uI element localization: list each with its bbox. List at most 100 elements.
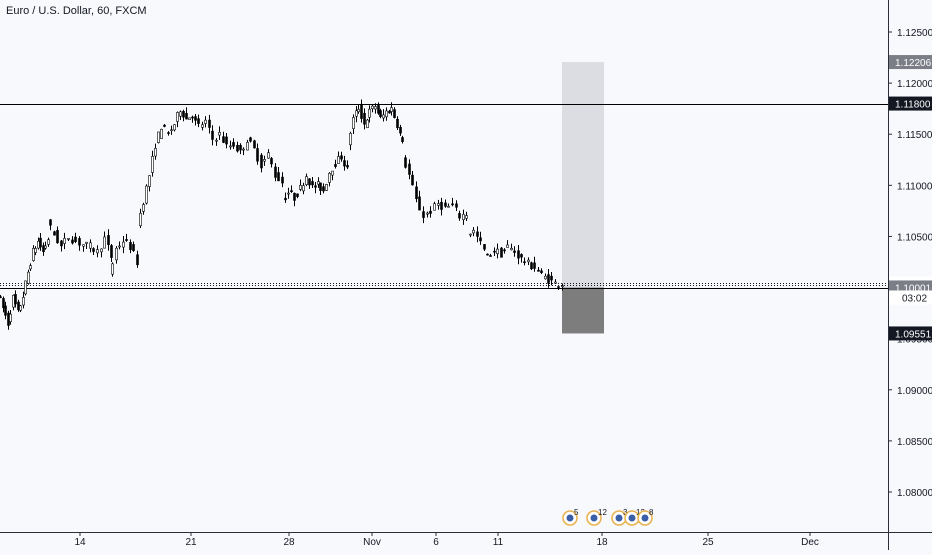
- candle-body: [160, 128, 163, 139]
- candle-body: [167, 132, 170, 134]
- candle-body: [437, 203, 440, 206]
- candle-body: [107, 235, 110, 246]
- candle-body: [191, 116, 194, 119]
- stop-zone[interactable]: [562, 287, 604, 334]
- candle-body: [496, 248, 499, 255]
- candle-body: [547, 274, 550, 284]
- candle-body: [561, 285, 564, 288]
- candle-body: [379, 110, 382, 117]
- price-label: 1.10001: [895, 283, 932, 294]
- flag-emblem: [641, 514, 649, 522]
- candle-body: [458, 213, 461, 219]
- candle-body: [49, 219, 52, 226]
- candle-body: [39, 237, 42, 248]
- candle-body: [334, 164, 337, 167]
- y-tick-label: 1.12000: [897, 79, 932, 90]
- candle-body: [455, 203, 458, 208]
- candle-body: [67, 237, 70, 240]
- y-tick-label: 1.11000: [897, 181, 932, 192]
- candle-body: [29, 265, 32, 270]
- candle-body: [256, 148, 259, 162]
- chart-title: Euro / U.S. Dollar, 60, FXCM: [6, 5, 147, 17]
- candle-body: [194, 116, 197, 121]
- candle-body: [9, 313, 12, 323]
- candle-body: [527, 259, 530, 263]
- candle-body: [418, 196, 421, 211]
- candle-body: [89, 242, 92, 249]
- candle-body: [337, 156, 340, 164]
- candle-body: [355, 110, 358, 117]
- candle-body: [12, 294, 15, 308]
- candle-body: [377, 105, 380, 114]
- candle-body: [451, 203, 454, 206]
- price-label-bg: [889, 326, 932, 341]
- candle-body: [479, 237, 482, 242]
- candle-body: [382, 114, 385, 119]
- candle-body: [201, 124, 204, 128]
- candle-body: [360, 104, 363, 119]
- countdown-bg: [889, 290, 932, 305]
- candle-body: [331, 170, 334, 176]
- candle-body: [393, 109, 396, 118]
- candle-body: [185, 113, 188, 120]
- candle-body: [218, 131, 221, 136]
- x-tick-label: Dec: [801, 537, 819, 548]
- candle-body: [343, 160, 346, 167]
- candle-body: [533, 262, 536, 269]
- x-tick-label: 6: [433, 537, 439, 548]
- candle-body: [363, 112, 366, 125]
- candle-body: [236, 145, 239, 152]
- candle-body: [225, 136, 228, 145]
- price-label-bg: [889, 55, 932, 70]
- candle-body: [465, 215, 468, 219]
- candle-body: [85, 241, 88, 244]
- candle-body: [469, 233, 472, 236]
- x-tick-label: 28: [283, 537, 295, 548]
- candle-body: [366, 119, 369, 129]
- candle-body: [4, 305, 7, 316]
- candle-body: [22, 297, 25, 306]
- candle-body: [148, 175, 151, 187]
- candle-body: [232, 142, 235, 147]
- candle-body: [242, 148, 245, 151]
- candle-body: [60, 240, 63, 247]
- x-tick-label: 14: [74, 537, 86, 548]
- candle-body: [78, 238, 81, 246]
- candle-body: [388, 110, 391, 114]
- candle-body: [346, 165, 349, 168]
- candle-body: [462, 214, 465, 221]
- candle-body: [176, 112, 179, 122]
- candle-body: [284, 197, 287, 201]
- candle-body: [550, 275, 553, 281]
- candle-body: [513, 250, 516, 253]
- candle-body: [157, 131, 160, 143]
- candle-body: [500, 247, 503, 258]
- candle-body: [352, 117, 355, 129]
- target-zone[interactable]: [562, 62, 604, 288]
- candle-body: [71, 239, 74, 244]
- candle-body: [215, 139, 218, 142]
- candle-body: [136, 254, 139, 266]
- candle-body: [476, 231, 479, 237]
- candle-body: [302, 185, 305, 192]
- candle-body: [0, 296, 2, 299]
- candle-body: [396, 118, 399, 128]
- candle-body: [92, 248, 95, 252]
- candle-body: [32, 248, 35, 261]
- candle-body: [82, 244, 85, 247]
- candle-body: [19, 305, 22, 311]
- candle-body: [328, 173, 331, 183]
- candle-body: [53, 231, 56, 236]
- candle-body: [211, 130, 214, 140]
- candle-body: [34, 248, 37, 253]
- candle-body: [554, 281, 557, 284]
- time-axis[interactable]: [0, 532, 932, 550]
- candle-body: [523, 261, 526, 264]
- candle-body: [408, 163, 411, 175]
- candle-body: [24, 280, 27, 295]
- event-count: 8: [649, 508, 654, 517]
- candle-body: [537, 269, 540, 272]
- candle-body: [249, 137, 252, 142]
